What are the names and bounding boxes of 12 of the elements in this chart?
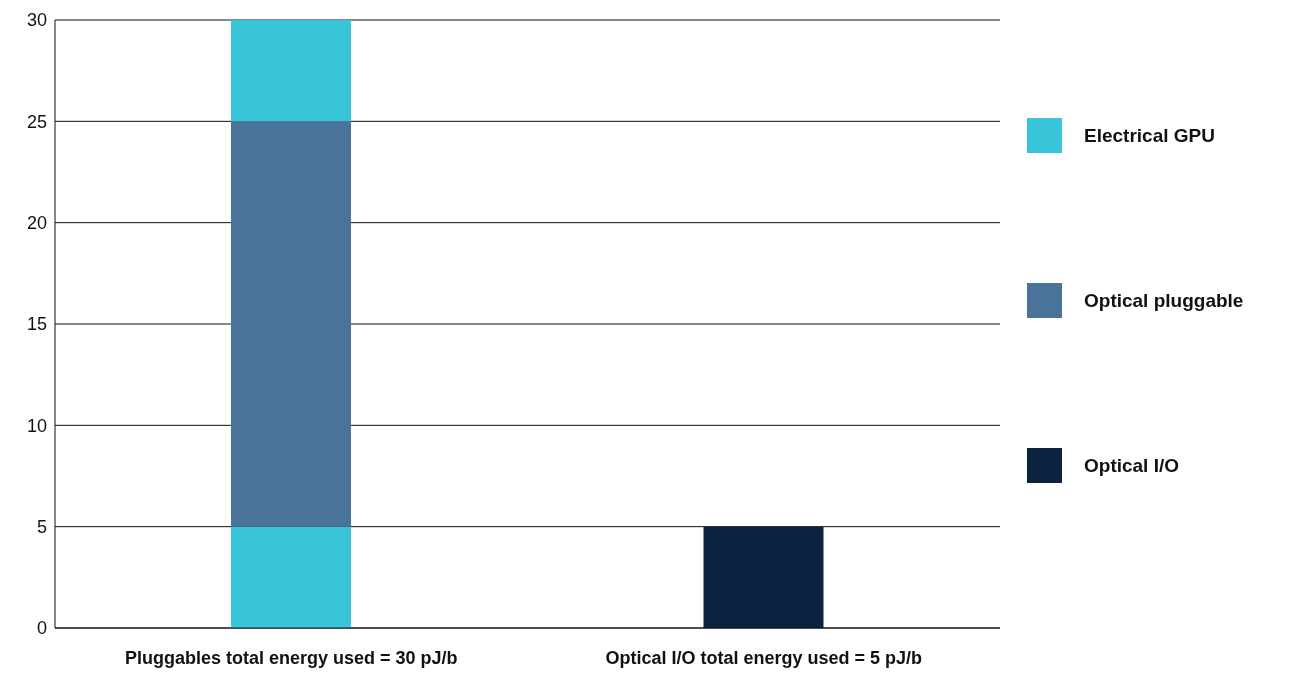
y-tick-label: 0 (36, 618, 47, 639)
legend-label: Electrical GPU (1084, 124, 1215, 147)
legend-label: Optical pluggable (1084, 289, 1244, 312)
legend-label: Optical I/O (1084, 454, 1180, 477)
x-tick-label: Pluggables total energy used = 30 pJ/b (124, 648, 458, 668)
y-tick-label: 10 (26, 415, 47, 436)
y-tick-label: 30 (26, 10, 47, 31)
y-tick-label: 5 (36, 517, 47, 538)
y-tick-label: 15 (26, 314, 47, 335)
x-tick-label: Optical I/O total energy used = 5 pJ/b (605, 648, 923, 668)
y-tick-label: 25 (26, 111, 47, 132)
y-tick-label: 20 (26, 213, 47, 234)
